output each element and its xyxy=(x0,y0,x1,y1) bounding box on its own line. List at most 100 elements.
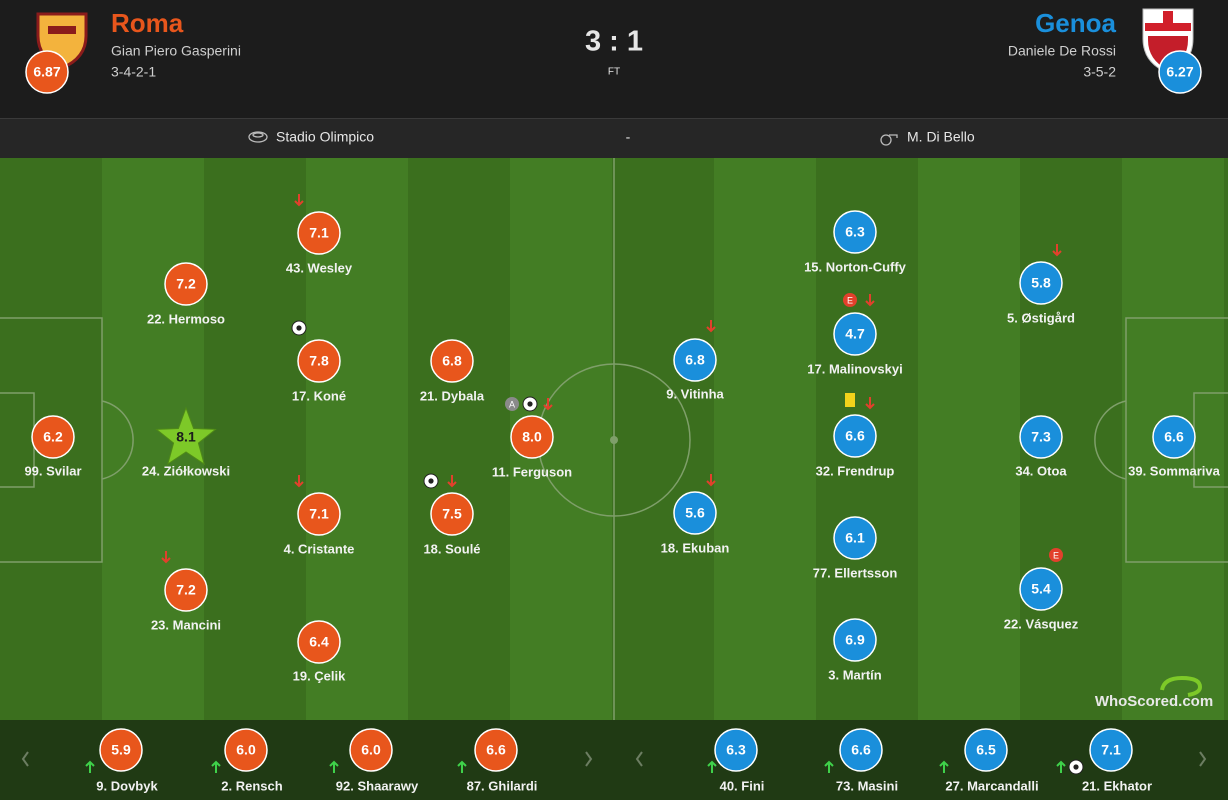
player-name[interactable]: 19. Çelik xyxy=(293,668,347,683)
goal-icon-patch xyxy=(1073,764,1079,770)
sub-name[interactable]: 9. Dovbyk xyxy=(96,778,158,793)
sub-name[interactable]: 2. Rensch xyxy=(221,778,282,793)
player-rating-badge[interactable] xyxy=(164,262,208,306)
player-name[interactable]: 32. Frendrup xyxy=(816,463,895,478)
sub-name[interactable]: 73. Masini xyxy=(836,778,898,793)
player-rating: 5.4 xyxy=(1031,581,1051,597)
player-rating: 7.2 xyxy=(176,276,196,292)
player-name[interactable]: 11. Ferguson xyxy=(492,464,572,479)
sub-rating-badge[interactable] xyxy=(224,728,268,772)
player-name[interactable]: 99. Svilar xyxy=(24,463,81,478)
team-rating: 6.87 xyxy=(33,64,60,80)
player-rating-badge[interactable] xyxy=(833,210,877,254)
player-rating-badge[interactable] xyxy=(430,339,474,383)
player-rating-badge[interactable] xyxy=(833,312,877,356)
sub-rating: 6.6 xyxy=(851,742,871,758)
player-name[interactable]: 3. Martín xyxy=(828,667,882,682)
player-name[interactable]: 21. Dybala xyxy=(420,388,485,403)
player-rating-badge[interactable] xyxy=(510,415,554,459)
sub-rating-badge[interactable] xyxy=(349,728,393,772)
player-name[interactable]: 39. Sommariva xyxy=(1128,463,1221,478)
sub-rating: 6.6 xyxy=(486,742,506,758)
player-name[interactable]: 4. Cristante xyxy=(284,541,355,556)
sub-off-icon xyxy=(1052,244,1062,257)
sub-rating-badge[interactable] xyxy=(99,728,143,772)
player-name[interactable]: 24. Ziółkowski xyxy=(142,463,230,478)
player-rating-badge[interactable] xyxy=(833,414,877,458)
sub-on-icon xyxy=(824,760,834,773)
player-name[interactable]: 17. Malinovskyi xyxy=(807,361,902,376)
sub-name[interactable]: 21. Ekhator xyxy=(1082,778,1152,793)
player-rating-badge[interactable] xyxy=(164,568,208,612)
sub-off-icon xyxy=(161,551,171,564)
team-name[interactable]: Genoa xyxy=(1035,8,1116,38)
sub-name[interactable]: 40. Fini xyxy=(720,778,765,793)
player-rating: 6.4 xyxy=(309,634,329,650)
player-rating-badge[interactable] xyxy=(1019,261,1063,305)
goal-icon-patch xyxy=(296,325,302,331)
player-rating-badge[interactable] xyxy=(297,620,341,664)
sub-rating-badge[interactable] xyxy=(474,728,518,772)
sub-on-icon xyxy=(707,760,717,773)
player-name[interactable]: 77. Ellertsson xyxy=(813,565,898,580)
sub-name[interactable]: 27. Marcandalli xyxy=(945,778,1038,793)
score: 3 : 1 xyxy=(585,26,643,58)
center-spot xyxy=(610,436,618,444)
player-rating-badge[interactable] xyxy=(673,338,717,382)
event-badge xyxy=(843,293,857,307)
event-badge-text: E xyxy=(847,295,853,305)
player-rating-badge[interactable] xyxy=(297,339,341,383)
player-rating-badge[interactable] xyxy=(1019,415,1063,459)
manager: Daniele De Rossi xyxy=(1008,43,1116,59)
player-name[interactable]: 18. Soulé xyxy=(423,541,480,556)
player-rating-badge[interactable] xyxy=(297,492,341,536)
player-rating-badge[interactable] xyxy=(1152,415,1196,459)
sub-rating-badge[interactable] xyxy=(964,728,1008,772)
player-rating-badge[interactable] xyxy=(833,516,877,560)
player-rating-badge[interactable] xyxy=(833,618,877,662)
chevrons[interactable] xyxy=(21,751,1207,767)
sub-rating: 6.5 xyxy=(976,742,996,758)
sub-on-icon xyxy=(939,760,949,773)
event-badge-text: E xyxy=(1053,550,1059,560)
player-name[interactable]: 43. Wesley xyxy=(286,260,353,275)
sub-rating-badge[interactable] xyxy=(714,728,758,772)
subs-bar xyxy=(0,720,1228,800)
goal-icon-patch xyxy=(527,401,533,407)
player-rating: 5.8 xyxy=(1031,275,1051,291)
sub-off-icon xyxy=(865,397,875,410)
player-rating-badge[interactable] xyxy=(673,491,717,535)
sub-name[interactable]: 92. Shaarawy xyxy=(336,778,419,793)
sub-rating-badge[interactable] xyxy=(1089,728,1133,772)
player-name[interactable]: 34. Otoa xyxy=(1015,463,1067,478)
player-name[interactable]: 22. Hermoso xyxy=(147,311,225,326)
player-rating-badge[interactable] xyxy=(430,492,474,536)
sub-off-icon xyxy=(294,475,304,488)
sub-off-icon xyxy=(294,194,304,207)
watermark-icon xyxy=(1160,675,1203,697)
sub-name[interactable]: 87. Ghilardi xyxy=(467,778,538,793)
player-name[interactable]: 22. Vásquez xyxy=(1004,616,1079,631)
player-name[interactable]: 15. Norton-Cuffy xyxy=(804,259,907,274)
player-rating: 6.8 xyxy=(442,353,462,369)
player-rating-badge[interactable] xyxy=(1019,567,1063,611)
sub-off-icon xyxy=(706,320,716,333)
player-rating-badge[interactable] xyxy=(297,211,341,255)
team-rating-badge xyxy=(1158,50,1202,94)
player-rating: 7.2 xyxy=(176,582,196,598)
player-name[interactable]: 18. Ekuban xyxy=(661,540,730,555)
player-name[interactable]: 23. Mancini xyxy=(151,617,221,632)
team-name[interactable]: Roma xyxy=(111,8,184,38)
player-rating: 6.2 xyxy=(43,429,63,445)
player-name[interactable]: 17. Koné xyxy=(292,388,346,403)
player-name[interactable]: 9. Vitinha xyxy=(666,386,724,401)
player-rating-badge[interactable] xyxy=(31,415,75,459)
sub-rating-badge[interactable] xyxy=(839,728,883,772)
player-rating: 7.1 xyxy=(309,506,329,522)
player-name[interactable]: 5. Østigård xyxy=(1007,310,1075,325)
player-rating: 4.7 xyxy=(845,326,865,342)
player-rating: 7.5 xyxy=(442,506,462,522)
info-bar xyxy=(0,118,1228,158)
event-badge-text: A xyxy=(509,399,515,409)
sub-on-icon xyxy=(211,760,221,773)
